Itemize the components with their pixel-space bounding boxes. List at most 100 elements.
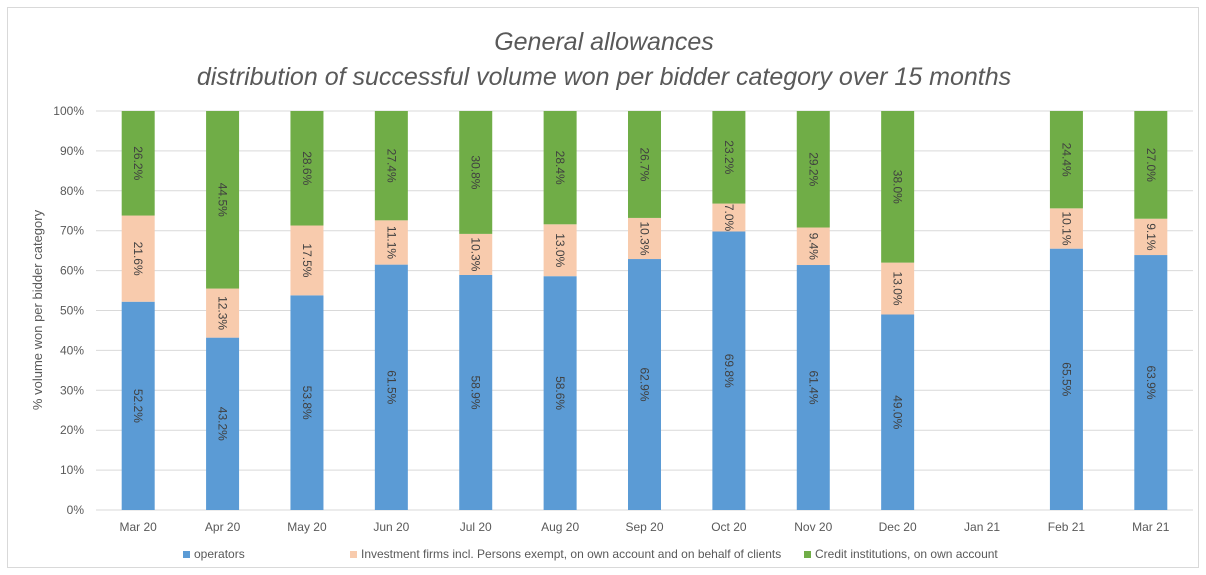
bar-segment (712, 111, 746, 204)
bar-segment (459, 233, 493, 275)
x-tick-label: Mar 20 (120, 520, 158, 534)
bar-segment (712, 203, 746, 232)
legend-entry: Credit institutions, on own account (815, 547, 998, 561)
legend-entry: operators (194, 547, 245, 561)
y-tick-label: 60% (60, 264, 84, 278)
chart-subtitle: distribution of successful volume won pe… (197, 63, 1011, 91)
data-label: 26.7% (638, 147, 652, 181)
stacked-bar-chart: General allowances distribution of succe… (30, 28, 1193, 561)
bar-segment (290, 295, 324, 510)
bar-segment (1049, 248, 1083, 510)
data-label: 11.1% (384, 226, 398, 259)
chart-frame: General allowances distribution of succe… (7, 7, 1199, 568)
data-label: 29.2% (806, 152, 820, 186)
bar-segment (121, 215, 155, 302)
y-axis-title: % volume won per bidder category (30, 209, 45, 410)
data-label: 24.4% (1059, 143, 1073, 177)
data-label: 13.0% (553, 233, 567, 267)
bar-segment (121, 301, 155, 510)
bar-segment (628, 217, 661, 260)
x-tick-label: Oct 20 (711, 520, 747, 534)
bar-segment (796, 227, 830, 266)
data-label: 17.5% (300, 243, 314, 277)
x-tick-label: Feb 21 (1048, 520, 1086, 534)
data-label: 9.4% (806, 233, 820, 261)
data-label: 12.3% (216, 296, 230, 330)
data-label: 28.4% (553, 151, 567, 185)
data-label: 44.5% (216, 183, 230, 217)
x-tick-label: Jan 21 (964, 520, 1000, 534)
y-tick-label: 50% (60, 304, 84, 318)
x-axis: Mar 20 Apr 20 May 20 Jun 20 Jul 20 Aug 20 Sep … (120, 520, 1170, 534)
data-label: 58.9% (469, 375, 483, 409)
bar-segment (1049, 111, 1083, 209)
data-label: 23.2% (722, 140, 736, 174)
bar-segment (796, 111, 830, 228)
bar-segment (796, 265, 830, 510)
bar-segment (543, 276, 577, 510)
bar-segment (290, 225, 324, 296)
y-tick-label: 100% (53, 104, 84, 118)
data-label: 63.9% (1144, 366, 1158, 400)
data-label: 10.1% (1059, 211, 1073, 245)
data-label: 9.1% (1144, 223, 1158, 251)
data-label: 53.8% (300, 386, 314, 420)
y-tick-label: 80% (60, 184, 84, 198)
x-tick-label: Apr 20 (205, 520, 241, 534)
x-tick-label: Sep 20 (625, 520, 663, 534)
y-tick-label: 40% (60, 343, 84, 357)
bar-segment (1134, 255, 1168, 510)
data-label: 30.8% (469, 155, 483, 189)
legend-swatch (804, 551, 811, 558)
data-label: 69.8% (722, 354, 736, 388)
bar-segment (543, 111, 577, 225)
bar-segment (290, 111, 324, 226)
data-label: 58.6% (553, 376, 567, 410)
bar-segment (374, 220, 408, 265)
legend-entry: Investment firms incl. Persons exempt, o… (361, 547, 781, 561)
chart-title: General allowances (494, 28, 714, 56)
bar-segment (374, 111, 408, 221)
bar-segment (881, 111, 915, 263)
bar-segment (206, 111, 240, 289)
data-label: 13.0% (891, 272, 905, 306)
bar-segment (712, 231, 746, 511)
x-tick-label: May 20 (287, 520, 327, 534)
data-label: 26.2% (131, 146, 145, 180)
bar-segment (881, 262, 915, 315)
y-tick-label: 20% (60, 423, 84, 437)
data-label: 27.4% (384, 149, 398, 183)
bar-segment (459, 274, 493, 510)
y-tick-label: 10% (60, 463, 84, 477)
data-label: 61.5% (384, 370, 398, 404)
bar-segment (206, 337, 240, 510)
x-tick-label: Nov 20 (794, 520, 832, 534)
data-label: 7.0% (722, 204, 736, 232)
data-label: 61.4% (806, 370, 820, 404)
bar-segment (543, 224, 577, 277)
bar-segment (881, 314, 915, 510)
bar-segment (121, 111, 155, 216)
x-tick-label: Mar 21 (1132, 520, 1170, 534)
data-labels: 52.2% 21.6% 26.2% 43.2% 12.3% 44.5% 53.8% 17.5%… (131, 140, 1158, 441)
data-label: 27.0% (1144, 148, 1158, 182)
x-tick-label: Aug 20 (541, 520, 579, 534)
bar-segment (1134, 218, 1168, 256)
bar-segment (206, 288, 240, 338)
legend-swatch (183, 551, 190, 558)
data-label: 65.5% (1059, 362, 1073, 396)
x-tick-label: Jun 20 (373, 520, 409, 534)
data-label: 52.2% (131, 389, 145, 423)
x-tick-label: Dec 20 (879, 520, 917, 534)
y-tick-label: 30% (60, 383, 84, 397)
x-tick-label: Jul 20 (460, 520, 492, 534)
bar-segment (459, 111, 493, 234)
data-label: 43.2% (216, 407, 230, 441)
y-tick-label: 0% (67, 503, 85, 517)
data-label: 10.3% (638, 221, 652, 255)
data-label: 21.6% (131, 242, 145, 276)
bar-segment (628, 111, 661, 218)
bar-segment (374, 264, 408, 510)
bar-segment (1134, 111, 1168, 219)
data-label: 28.6% (300, 151, 314, 185)
